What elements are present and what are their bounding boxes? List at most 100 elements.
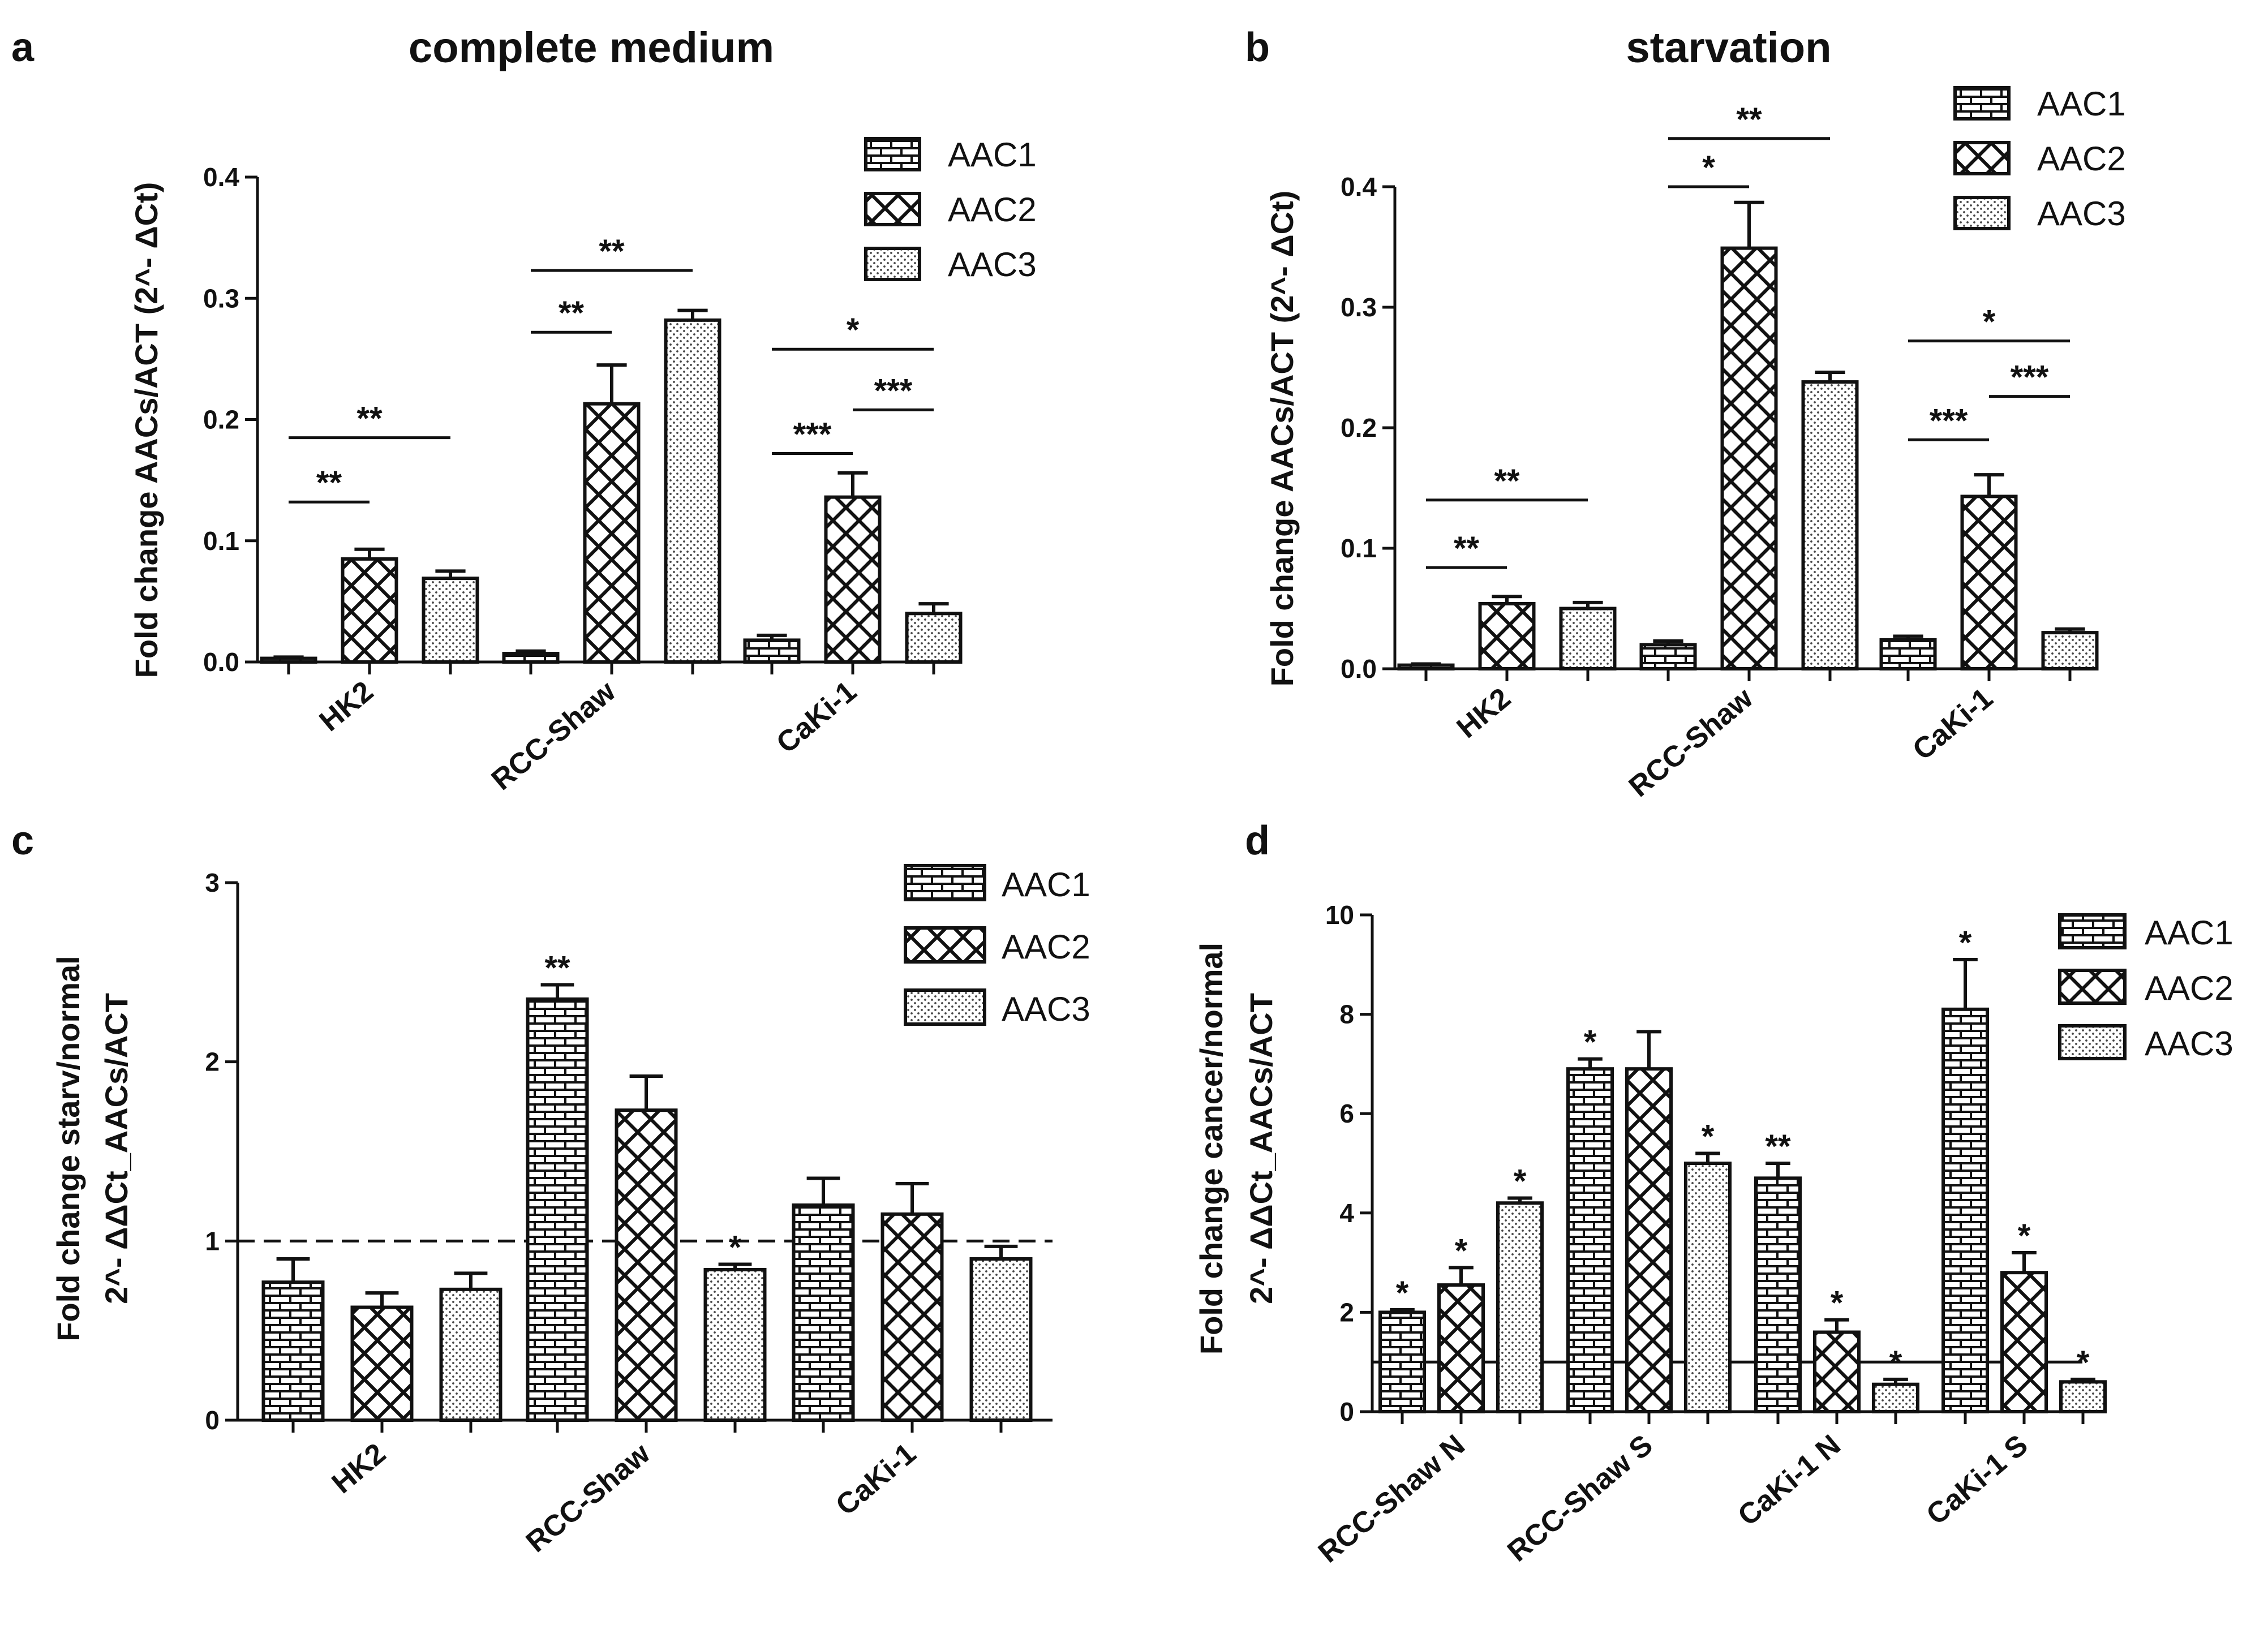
bar <box>1639 643 1697 671</box>
legend-swatch <box>1953 141 2011 175</box>
y-axis-label: Fold change AACs/ACT (2^- ΔCt) <box>128 182 164 678</box>
bar-label: * <box>729 1229 742 1266</box>
legend: AAC1 AAC2 AAC3 <box>2058 913 2233 1063</box>
x-category-label: RCC-Shaw <box>1623 681 1759 803</box>
y-tick-label: 4 <box>1339 1198 1354 1228</box>
x-category-label: HK2 <box>1451 682 1517 745</box>
y-tick-label: 0 <box>1339 1397 1354 1426</box>
legend-label: AAC1 <box>948 136 1037 174</box>
bar <box>664 318 721 664</box>
bar <box>1559 607 1617 670</box>
legend-label: AAC1 <box>2037 85 2126 123</box>
y-tick-label: 10 <box>1325 900 1354 930</box>
bar <box>792 1203 855 1422</box>
legend: AAC1 AAC2 AAC3 <box>904 864 1090 1028</box>
bar <box>2041 631 2099 670</box>
x-category-label: RCC-Shaw N <box>1312 1429 1471 1570</box>
bar <box>1496 1201 1544 1413</box>
panel-letter: a <box>11 25 35 70</box>
legend-label: AAC2 <box>2145 969 2233 1007</box>
bar <box>583 402 641 664</box>
y-tick-label: 0.0 <box>203 647 239 677</box>
x-category-label: CaKi-1 <box>830 1437 922 1522</box>
bar <box>2059 1380 2107 1414</box>
panel-letter: d <box>1245 818 1270 863</box>
legend-swatch <box>904 864 986 901</box>
y-axis-label-2: 2^- ΔΔCt_AACs/ACT <box>98 993 134 1304</box>
panel-a: a complete medium Fold change AACs/ACT (… <box>11 24 1037 797</box>
bar <box>1378 1310 1426 1413</box>
legend: AAC1 AAC2 AAC3 <box>1953 85 2126 233</box>
significance-label: *** <box>874 372 913 409</box>
legend-label: AAC1 <box>1002 866 1090 904</box>
bar <box>526 997 589 1422</box>
significance-label: ** <box>1454 530 1480 567</box>
bar-label: * <box>1584 1024 1597 1061</box>
bar-label: * <box>1455 1232 1468 1269</box>
legend-swatch <box>904 988 986 1026</box>
legend-label: AAC1 <box>2145 914 2233 952</box>
significance-label: ** <box>1494 463 1520 500</box>
bar <box>1397 663 1455 670</box>
bar <box>1625 1067 1673 1414</box>
legend: AAC1 AAC2 AAC3 <box>864 136 1037 283</box>
bar-label: * <box>2018 1218 2031 1254</box>
legend-label: AAC2 <box>2037 140 2126 178</box>
significance-label: ** <box>316 465 342 501</box>
bar <box>341 557 398 664</box>
bar <box>350 1305 414 1422</box>
x-category-label: HK2 <box>326 1437 392 1500</box>
y-tick-label: 3 <box>205 868 220 897</box>
legend-swatch <box>864 137 921 171</box>
legend-swatch <box>1953 196 2011 230</box>
bar <box>743 638 801 664</box>
legend-swatch <box>864 192 921 226</box>
legend-swatch <box>1953 86 2011 121</box>
bar <box>1437 1283 1485 1414</box>
bar <box>1684 1162 1732 1413</box>
bar-label: * <box>1959 925 1972 961</box>
panel-letter: c <box>11 818 34 863</box>
legend-swatch <box>904 926 986 964</box>
panel-letter: b <box>1245 25 1270 70</box>
chart-title: starvation <box>1626 24 1831 72</box>
bar <box>969 1257 1033 1422</box>
bar <box>1478 601 1536 670</box>
bar <box>1566 1067 1614 1414</box>
legend-label: AAC3 <box>948 246 1037 283</box>
bar-label: * <box>1889 1344 1902 1381</box>
y-tick-label: 0.3 <box>203 283 239 313</box>
panel-b: b starvation Fold change AACs/ACT (2^- Δ… <box>1245 24 2126 803</box>
bar <box>1813 1330 1861 1414</box>
panel-c: c Fold change starv/normal 2^- ΔΔCt_AACs… <box>11 818 1090 1559</box>
bar-label: * <box>1396 1275 1409 1312</box>
legend-label: AAC3 <box>1002 990 1090 1028</box>
y-tick-label: 0.1 <box>1341 534 1377 563</box>
legend-label: AAC2 <box>948 191 1037 229</box>
significance-label: ** <box>356 401 383 437</box>
x-category-label: CaKi-1 S <box>1921 1429 2034 1532</box>
y-axis-label-2: 2^- ΔΔCt_AACs/ACT <box>1243 993 1279 1304</box>
significance-label: * <box>1702 149 1715 186</box>
significance-label: ** <box>559 295 585 332</box>
chart-title: complete medium <box>409 24 774 72</box>
y-tick-label: 0.0 <box>1341 654 1377 683</box>
y-axis-label: Fold change cancer/normal <box>1193 943 1229 1355</box>
x-category-label: RCC-Shaw <box>520 1437 656 1559</box>
bar <box>502 652 560 664</box>
x-category-label: HK2 <box>313 675 380 738</box>
bar <box>615 1108 678 1422</box>
bar <box>1872 1382 1919 1413</box>
bar <box>260 656 317 664</box>
x-category-label: CaKi-1 N <box>1732 1429 1846 1533</box>
y-tick-label: 2 <box>205 1047 220 1077</box>
y-tick-label: 8 <box>1339 1000 1354 1029</box>
legend-label: AAC3 <box>2145 1025 2233 1063</box>
significance-label: ** <box>599 233 625 270</box>
bar <box>261 1280 325 1422</box>
y-tick-label: 0.2 <box>1341 413 1377 442</box>
significance-label: ** <box>1736 101 1762 138</box>
x-category-label: CaKi-1 <box>770 675 862 760</box>
bar <box>439 1287 502 1422</box>
y-tick-label: 1 <box>205 1226 220 1256</box>
